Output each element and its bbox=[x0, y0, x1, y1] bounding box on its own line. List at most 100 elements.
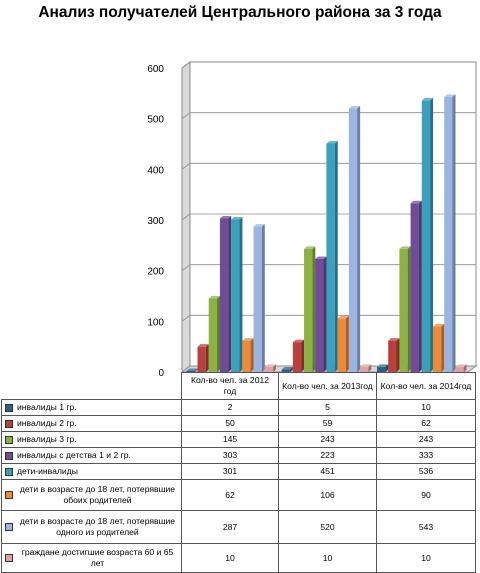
bar-side bbox=[239, 216, 243, 372]
data-label: 243 bbox=[278, 431, 377, 448]
bar-front bbox=[219, 218, 229, 372]
legend-entry: дети в возрасте до 18 лет, потерявшие од… bbox=[1, 510, 182, 544]
legend-swatch bbox=[5, 419, 13, 428]
bar-top bbox=[186, 368, 198, 371]
bar bbox=[292, 339, 305, 372]
bar bbox=[264, 364, 277, 372]
bar bbox=[348, 106, 361, 373]
gridline-side bbox=[181, 315, 191, 322]
table-row: инвалиды с детства 1 и 2 гр. 303 223 333 bbox=[1, 447, 476, 464]
data-label: 10 bbox=[376, 543, 476, 573]
y-tick-label: 400 bbox=[147, 165, 164, 176]
gridline-side bbox=[181, 163, 191, 170]
table-row: инвалиды 1 гр. 2 5 10 bbox=[1, 399, 476, 416]
bar-top bbox=[455, 364, 467, 367]
bar-front bbox=[421, 100, 431, 372]
bar-front bbox=[376, 366, 386, 372]
bar bbox=[281, 366, 293, 372]
bar-front bbox=[253, 226, 262, 372]
data-label: 301 bbox=[181, 463, 279, 480]
legend-swatch bbox=[5, 467, 13, 476]
data-label: 90 bbox=[376, 479, 476, 511]
legend-entry: инвалиды 2 гр. bbox=[1, 415, 182, 432]
data-table: Кол-во чел. за 2012 год Кол-во чел. за 20… bbox=[1, 372, 476, 573]
bar bbox=[432, 323, 445, 372]
bar bbox=[219, 215, 232, 372]
category-label: Кол-во чел. за 2013год bbox=[278, 372, 377, 400]
bar-side bbox=[301, 339, 305, 372]
bar bbox=[304, 246, 316, 372]
bar-front bbox=[281, 369, 290, 372]
table-row: инвалиды 2 гр. 50 59 62 bbox=[1, 415, 476, 432]
data-label: 303 bbox=[181, 447, 279, 464]
data-label: 287 bbox=[181, 510, 279, 544]
data-label: 223 bbox=[278, 447, 377, 464]
bar-top bbox=[264, 364, 277, 367]
bar-side bbox=[273, 364, 277, 372]
bar-front bbox=[304, 248, 313, 372]
data-label: 520 bbox=[278, 510, 377, 544]
bar-top bbox=[410, 200, 422, 204]
bar-side bbox=[205, 344, 209, 372]
data-label: 10 bbox=[376, 399, 476, 416]
bar bbox=[186, 368, 198, 372]
data-label: 10 bbox=[278, 543, 377, 573]
table-row: граждане достигшие возраста 60 и 65 лет 1… bbox=[1, 543, 476, 573]
bar-top bbox=[292, 339, 305, 343]
bar-side bbox=[228, 215, 232, 372]
bar-side bbox=[396, 338, 400, 372]
data-label: 62 bbox=[181, 479, 279, 511]
y-tick-label: 600 bbox=[147, 64, 164, 75]
chart-title-text: Анализ получателей Центрального района з… bbox=[38, 4, 442, 21]
bar-side bbox=[418, 200, 422, 372]
legend-swatch bbox=[5, 435, 13, 444]
legend-entry: граждане достигшие возраста 60 и 65 лет bbox=[1, 543, 182, 573]
data-label: 50 bbox=[181, 415, 279, 432]
legend-swatch bbox=[5, 554, 13, 562]
bar-top bbox=[360, 364, 372, 367]
bar-front bbox=[242, 340, 251, 372]
gridline-side bbox=[181, 213, 191, 221]
bar-top bbox=[399, 246, 411, 249]
legend-label: граждане достигшие возраста 60 и 65 лет bbox=[21, 547, 174, 568]
bar-front bbox=[444, 96, 453, 372]
bar bbox=[208, 296, 221, 372]
bar-front bbox=[455, 366, 464, 372]
bar-front bbox=[197, 346, 206, 372]
bar-front bbox=[432, 326, 442, 372]
bar-top bbox=[253, 224, 265, 227]
bar-front bbox=[337, 318, 346, 372]
bar bbox=[242, 338, 254, 372]
legend-label: инвалиды 1 гр. bbox=[17, 402, 77, 412]
legend-entry: инвалиды 3 гр. bbox=[1, 431, 182, 448]
bar-top bbox=[444, 94, 456, 97]
y-tick-label: 300 bbox=[147, 216, 164, 227]
bar-front bbox=[208, 298, 218, 372]
bar bbox=[253, 224, 265, 372]
bar-front bbox=[186, 370, 195, 372]
bar-side bbox=[368, 364, 372, 372]
data-label: 543 bbox=[376, 510, 476, 544]
bar-top bbox=[421, 97, 434, 101]
legend-label: инвалиды 3 гр. bbox=[17, 434, 77, 444]
bar-front bbox=[399, 248, 408, 372]
legend-swatch bbox=[5, 523, 13, 531]
bar-front bbox=[315, 259, 324, 372]
bar-top bbox=[326, 140, 338, 144]
bar bbox=[315, 256, 327, 372]
bar-top bbox=[281, 366, 293, 370]
bar bbox=[455, 364, 467, 372]
table-row: дети-инвалиды 301 451 536 bbox=[1, 463, 476, 480]
gridline-side bbox=[181, 264, 191, 271]
y-tick-label: 100 bbox=[147, 317, 164, 328]
bar bbox=[410, 200, 422, 372]
bar bbox=[421, 97, 434, 372]
legend-swatch bbox=[5, 491, 13, 499]
bar-side bbox=[323, 256, 327, 372]
legend-label: дети-инвалиды bbox=[17, 466, 78, 476]
bar-side bbox=[385, 364, 389, 372]
category-label: Кол-во чел. за 2014год bbox=[376, 372, 476, 400]
bar-side bbox=[407, 246, 411, 372]
